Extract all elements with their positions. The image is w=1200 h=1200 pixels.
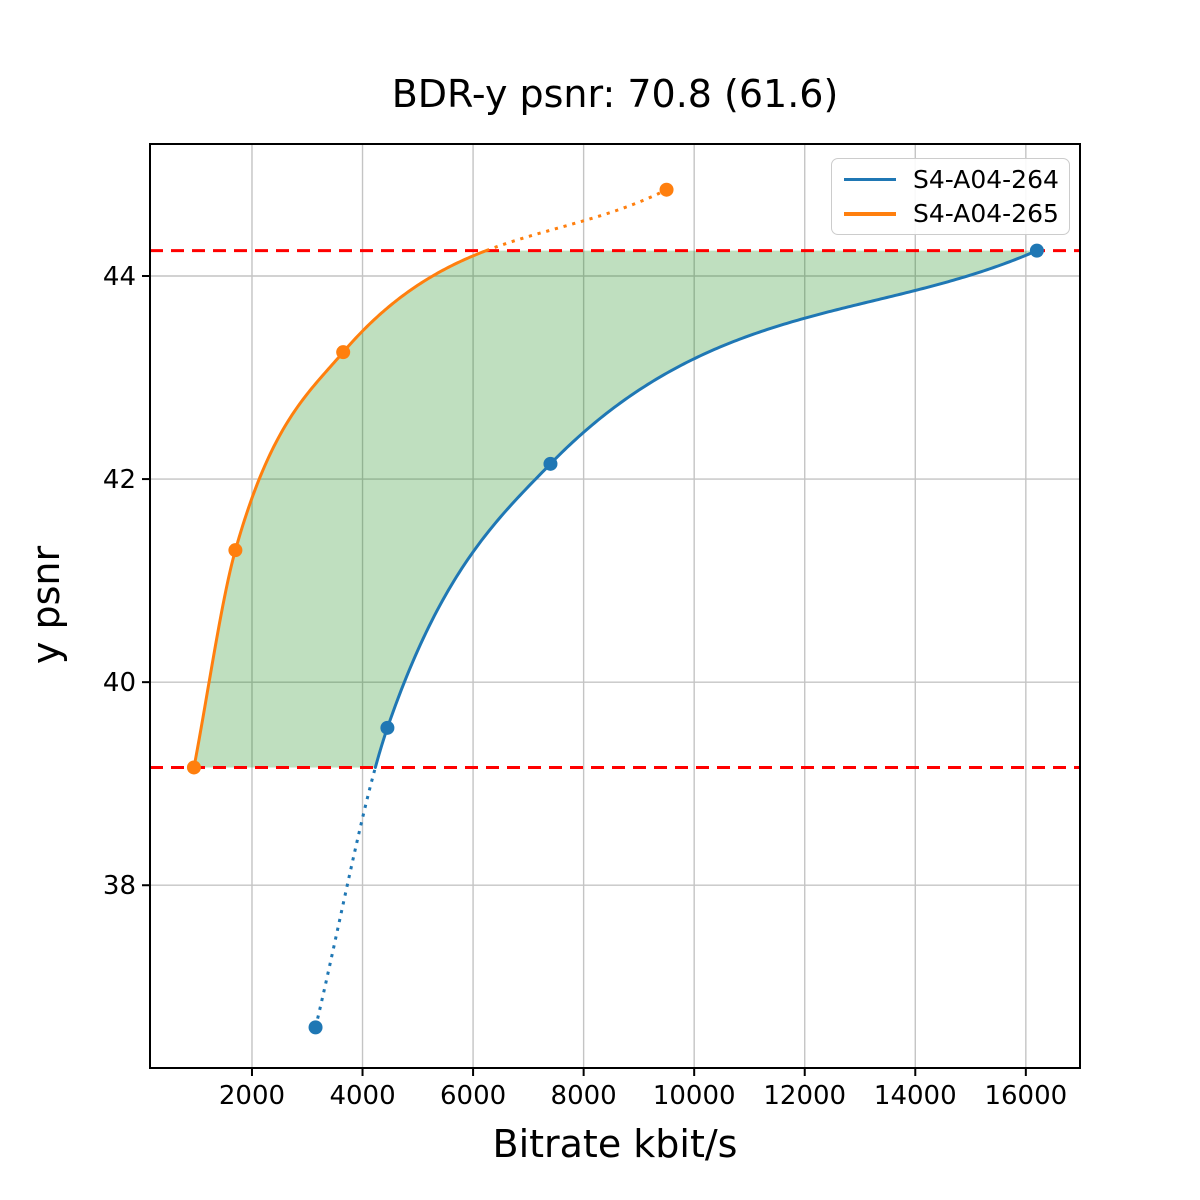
legend-line-sample-265 xyxy=(844,212,896,216)
legend-line-sample-264 xyxy=(844,177,896,181)
plot-border xyxy=(149,143,1081,1069)
series-curve-dotted-S4-A04-264 xyxy=(314,767,377,1028)
x-tick-label: 2000 xyxy=(219,1081,285,1111)
series-curve-S4-A04-264 xyxy=(373,249,1039,769)
y-tick-label: 38 xyxy=(103,871,136,901)
legend-item-265: S4-A04-265 xyxy=(844,200,1059,228)
x-tick-label: 4000 xyxy=(329,1081,395,1111)
x-axis-label: Bitrate kbit/s xyxy=(492,1122,738,1166)
x-tick-label: 8000 xyxy=(551,1081,617,1111)
data-point-S4-A04-265 xyxy=(228,543,243,558)
x-tick-label: 10000 xyxy=(653,1081,736,1111)
x-tick-label: 14000 xyxy=(874,1081,957,1111)
x-tick-label: 16000 xyxy=(984,1081,1067,1111)
chart-title: BDR-y psnr: 70.8 (61.6) xyxy=(391,72,839,116)
y-tick-label: 42 xyxy=(103,465,136,495)
data-point-S4-A04-264 xyxy=(380,720,395,735)
x-tick-label: 6000 xyxy=(440,1081,506,1111)
legend-item-264: S4-A04-264 xyxy=(844,164,1059,194)
data-point-S4-A04-265 xyxy=(659,182,674,197)
data-point-S4-A04-265 xyxy=(336,345,351,360)
series-curve-dotted-S4-A04-265 xyxy=(485,188,668,253)
data-point-S4-A04-265 xyxy=(186,760,201,775)
legend: S4-A04-264 S4-A04-265 xyxy=(831,158,1070,235)
y-tick-label: 40 xyxy=(103,668,136,698)
y-axis-label: y psnr xyxy=(24,545,68,665)
y-tick-label: 44 xyxy=(103,262,136,292)
x-tick-label: 12000 xyxy=(763,1081,846,1111)
data-point-S4-A04-264 xyxy=(308,1020,323,1035)
data-point-S4-A04-264 xyxy=(543,456,558,471)
legend-label-265: S4-A04-265 xyxy=(913,199,1059,228)
legend-label-264: S4-A04-264 xyxy=(913,164,1059,194)
data-point-S4-A04-264 xyxy=(1029,243,1044,258)
overlap-region xyxy=(193,250,1037,768)
